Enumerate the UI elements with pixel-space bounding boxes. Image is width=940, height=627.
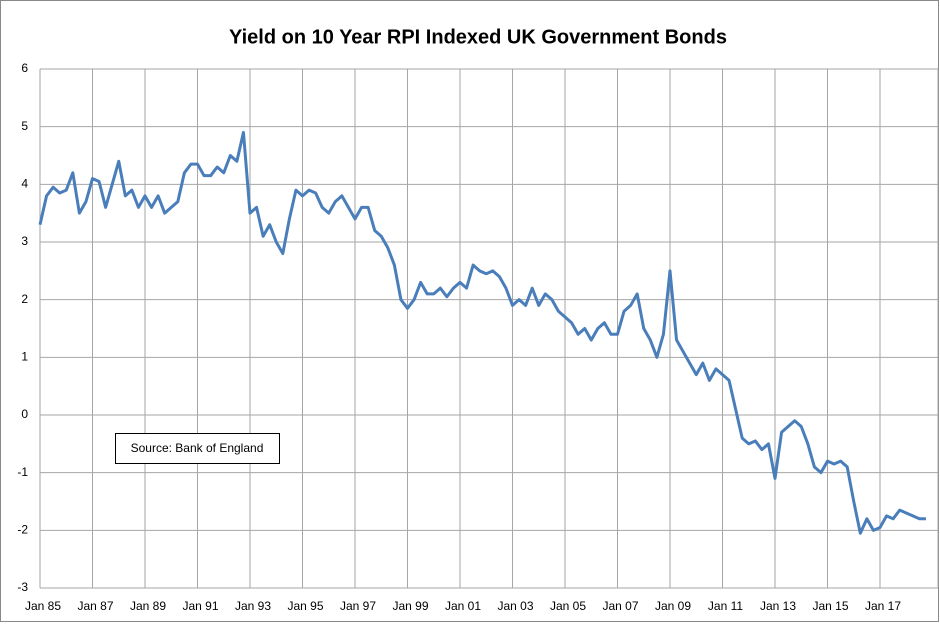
annotation-box: [115, 433, 280, 464]
x-tick-label: Jan 03: [497, 599, 533, 613]
y-tick-label: 1: [21, 350, 28, 364]
y-tick-label: 5: [21, 119, 28, 133]
x-tick-label: Jan 09: [655, 599, 691, 613]
x-tick-label: Jan 07: [602, 599, 638, 613]
annotation: Source: Bank of England: [131, 441, 264, 455]
x-tick-label: Jan 01: [445, 599, 481, 613]
x-tick-label: Jan 95: [287, 599, 323, 613]
y-tick-label: -3: [17, 580, 28, 594]
x-tick-label: Jan 15: [812, 599, 848, 613]
y-tick-label: 6: [21, 61, 28, 75]
y-tick-label: 2: [21, 292, 28, 306]
y-tick-label: -2: [17, 523, 28, 537]
chart-title: Yield on 10 Year RPI Indexed UK Governme…: [229, 26, 727, 48]
x-tick-label: Jan 91: [182, 599, 218, 613]
x-tick-label: Jan 97: [340, 599, 376, 613]
y-tick-label: 0: [21, 407, 28, 421]
x-tick-label: Jan 87: [77, 599, 113, 613]
x-tick-label: Jan 11: [708, 599, 743, 613]
x-tick-label: Jan 85: [25, 599, 61, 613]
y-tick-label: -1: [17, 465, 28, 479]
x-tick-label: Jan 05: [550, 599, 586, 613]
x-tick-label: Jan 89: [130, 599, 166, 613]
x-tick-label: Jan 93: [235, 599, 271, 613]
y-tick-label: 4: [21, 177, 28, 191]
y-tick-label: 3: [21, 234, 28, 248]
x-tick-label: Jan 17: [865, 599, 901, 613]
x-tick-label: Jan 13: [760, 599, 796, 613]
line-series: [38, 130, 926, 535]
x-tick-label: Jan 99: [392, 599, 428, 613]
